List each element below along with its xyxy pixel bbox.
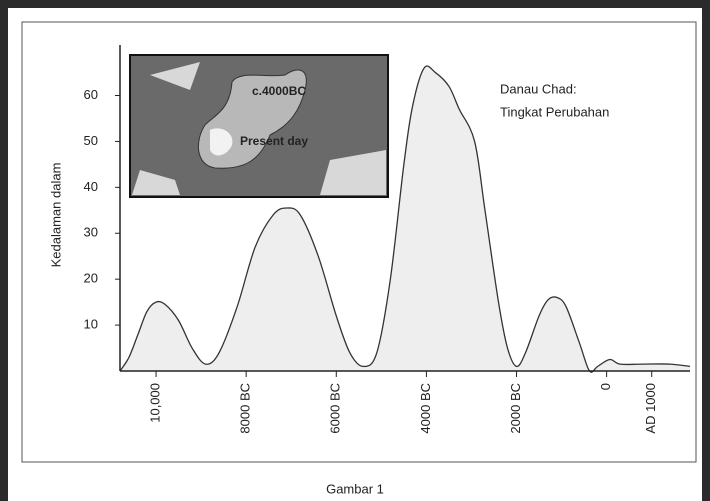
y-tick-label: 20 [84,271,98,286]
x-tick-label: 6000 BC [328,383,343,434]
y-tick-label: 60 [84,87,98,102]
x-tick-label: 0 [598,383,613,390]
inset-label: Present day [240,134,308,148]
y-tick-label: 30 [84,225,98,240]
inset-map: c.4000BC Present day [130,55,388,197]
y-tick-label: 10 [84,317,98,332]
chart: Kedalaman dalam Danau Chad: Tingkat Peru… [0,0,710,501]
y-tick-label: 40 [84,179,98,194]
y-tick-label: 50 [84,133,98,148]
inset-label: c.4000BC [252,84,306,98]
y-axis-label: Kedalaman dalam [48,163,63,268]
annotation: Danau Chad: [500,81,577,96]
caption: Gambar 1 [326,481,384,496]
x-tick-label: 8000 BC [238,383,253,434]
x-tick-label: 2000 BC [508,383,523,434]
x-tick-label: 10,000 [147,383,162,423]
annotation: Tingkat Perubahan [500,104,609,119]
x-tick-label: 4000 BC [418,383,433,434]
x-tick-label: AD 1000 [643,383,658,434]
